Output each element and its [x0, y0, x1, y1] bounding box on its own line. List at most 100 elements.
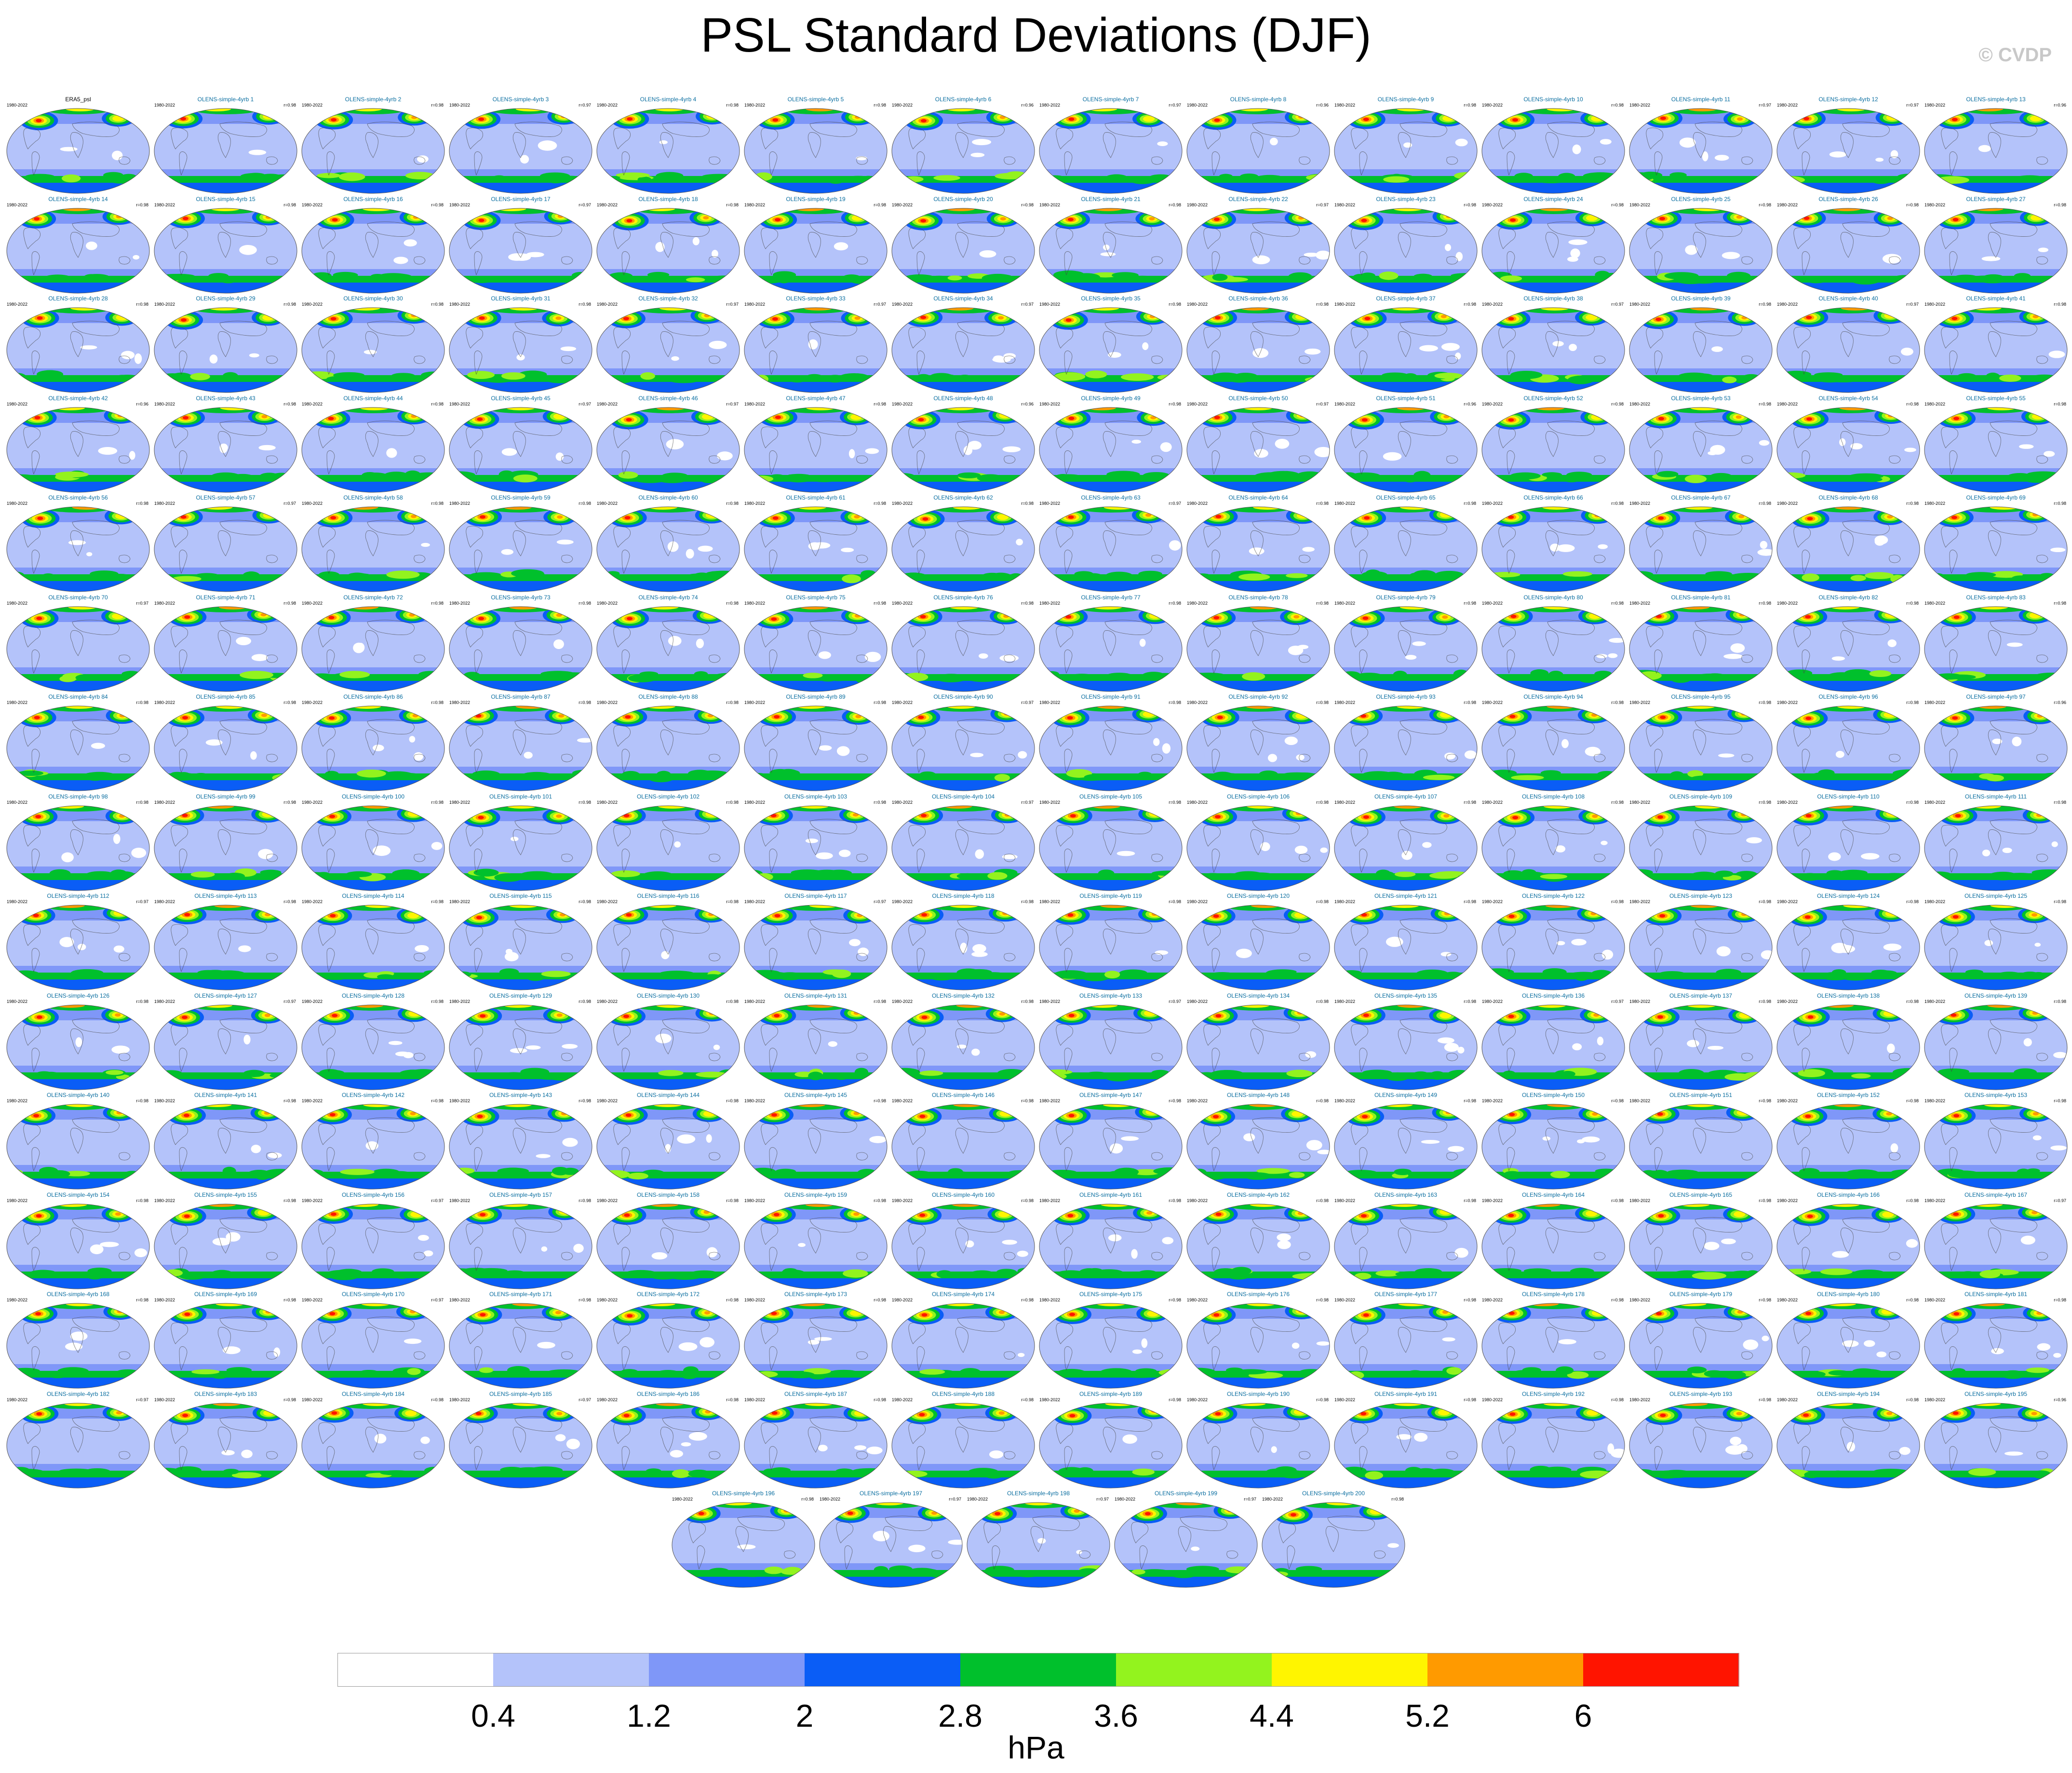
panel-map [1481, 407, 1625, 492]
map-coastline [70, 231, 83, 258]
map-low-variance-patch [1569, 344, 1577, 352]
map-band-antarctic [449, 880, 592, 891]
map-southern-blob [172, 576, 202, 582]
map-arctic-core [1543, 606, 1572, 609]
map-southern-blob [855, 674, 870, 683]
map-low-variance-patch [1252, 348, 1269, 358]
map-low-variance-patch [972, 944, 986, 953]
panel-map [449, 705, 592, 791]
map-band-antarctic [1924, 382, 2067, 392]
panel-years: 1980-2022 [1924, 202, 1946, 207]
map-southern-blob [202, 970, 229, 978]
map-low-variance-patch [98, 447, 118, 455]
panel-years: 1980-2022 [154, 302, 175, 307]
map-low-variance-patch [373, 744, 384, 751]
map-band-antarctic [302, 282, 444, 293]
map-panel-member: OLENS-simple-4yrb 16 1980-2022 r=0.98 [301, 196, 445, 295]
panel-years: 1980-2022 [1039, 103, 1061, 108]
map-coastline [1693, 132, 1706, 158]
map-southern-blob [370, 273, 385, 279]
map-southern-blob [628, 674, 657, 682]
map-low-variance-patch [1710, 445, 1725, 455]
map-band-south [597, 368, 740, 375]
panel-title: OLENS-simple-4yrb 25 [1671, 195, 1731, 203]
map-band-antarctic [7, 481, 149, 492]
map-natlantic-ring-3 [1145, 809, 1164, 818]
panel-title: OLENS-simple-4yrb 86 [343, 693, 403, 700]
map-low-variance-patch [848, 448, 855, 458]
map-arctic-core [647, 905, 676, 908]
map-npacific-core [1068, 117, 1075, 121]
map-coastline [318, 227, 336, 249]
map-npacific-core [1070, 813, 1076, 817]
map-southern-blob [1137, 771, 1153, 780]
panel-correlation: r=0.98 [1464, 202, 1476, 207]
map-southern-blob [1786, 669, 1813, 677]
map-band-south [302, 966, 444, 973]
map-southern-blob [339, 670, 370, 678]
map-low-variance-patch [972, 139, 992, 146]
map-panel-member: OLENS-simple-4yrb 35 1980-2022 r=0.98 [1038, 295, 1183, 394]
map-coastline [1103, 331, 1116, 357]
map-low-variance-patch [1383, 452, 1402, 460]
map-southern-blob [686, 573, 710, 580]
panel-years: 1980-2022 [154, 103, 175, 108]
map-panel-member: OLENS-simple-4yrb 27 1980-2022 r=0.98 [1924, 196, 2068, 295]
panel-title: OLENS-simple-4yrb 88 [638, 693, 698, 700]
map-band-south [7, 1065, 149, 1072]
map-npacific-core [1806, 417, 1813, 421]
map-panel-member: OLENS-simple-4yrb 9 1980-2022 r=0.98 [1333, 96, 1478, 195]
panel-correlation: r=0.98 [136, 302, 148, 307]
map-npacific-core [1807, 517, 1813, 521]
panel-map [301, 905, 445, 990]
map-southern-blob [1568, 375, 1594, 384]
panel-map [891, 108, 1035, 194]
map-southern-blob [1234, 871, 1263, 878]
map-coastline [662, 221, 710, 237]
panel-years: 1980-2022 [7, 202, 28, 207]
map-coastline [119, 156, 131, 165]
panel-title: OLENS-simple-4yrb 54 [1818, 394, 1878, 402]
map-arctic-core [1830, 606, 1860, 609]
map-low-variance-patch [239, 244, 257, 255]
map-coastline [1211, 251, 1220, 275]
panel-title: OLENS-simple-4yrb 7 [1082, 96, 1139, 103]
map-low-variance-patch [1601, 840, 1608, 845]
map-low-variance-patch [249, 353, 259, 358]
panel-years: 1980-2022 [1187, 302, 1208, 307]
panel-years: 1980-2022 [597, 202, 618, 207]
map-southern-blob [1650, 1073, 1666, 1080]
map-low-variance-patch [562, 1043, 578, 1049]
panel-correlation: r=0.98 [1759, 202, 1771, 207]
map-coastline [662, 122, 710, 137]
map-arctic-core [943, 805, 972, 809]
panel-map [744, 208, 888, 293]
map-low-variance-patch [1609, 637, 1625, 643]
panel-title: OLENS-simple-4yrb 95 [1671, 693, 1731, 700]
map-low-variance-patch [1567, 256, 1578, 262]
map-southern-blob [1678, 1069, 1704, 1077]
map-band-antarctic [744, 183, 887, 193]
map-arctic-core [1391, 308, 1421, 311]
map-southern-blob [190, 373, 210, 380]
map-coastline [957, 221, 1005, 237]
panel-title: OLENS-simple-4yrb 81 [1671, 594, 1731, 601]
map-southern-blob [1413, 570, 1436, 579]
panel-map [891, 805, 1035, 891]
map-npacific-core [626, 418, 632, 421]
map-npacific-core [328, 416, 334, 420]
map-low-variance-patch [524, 752, 533, 759]
panel-map [744, 805, 888, 891]
panel-map [1039, 905, 1183, 990]
map-low-variance-patch [1252, 255, 1270, 264]
map-southern-blob [1429, 1070, 1446, 1080]
map-panel-member: OLENS-simple-4yrb 120 1980-2022 r=0.98 [1186, 893, 1331, 991]
map-band-antarctic [1334, 680, 1477, 691]
map-coastline [171, 326, 188, 349]
map-arctic-core [1978, 706, 2007, 709]
map-low-variance-patch [1875, 158, 1884, 162]
panel-map [1334, 307, 1478, 393]
panel-title: OLENS-simple-4yrb 20 [933, 195, 993, 203]
map-natlantic-ring-4 [1143, 116, 1155, 122]
map-panel-member: OLENS-simple-4yrb 4 1980-2022 r=0.98 [596, 96, 740, 195]
